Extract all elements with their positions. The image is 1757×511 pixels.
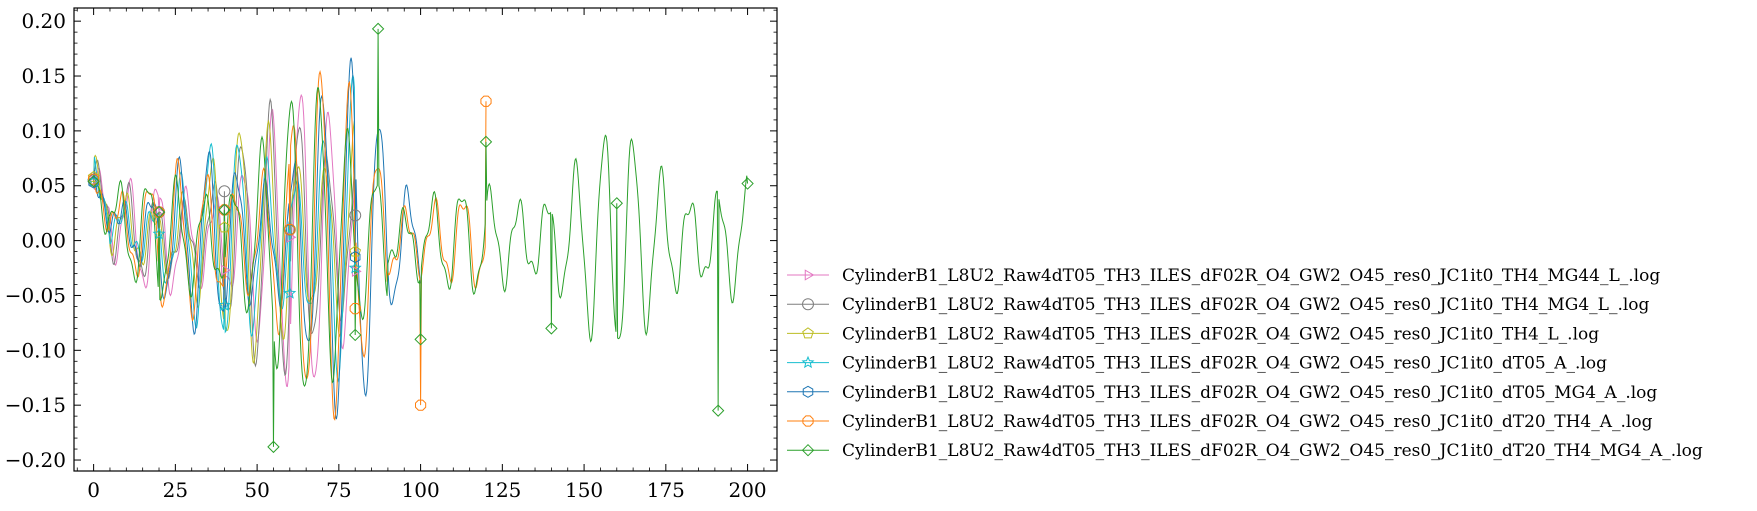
series-3-marker [349,245,362,257]
series-7-marker [371,22,385,36]
series-line-5 [93,57,422,420]
series-2-marker [349,209,362,222]
y-tick-label: 0.05 [21,174,66,198]
legend-entry-7: CylinderB1_L8U2_Raw4dT05_TH3_ILES_dF02R_… [787,441,1703,461]
series-4-marker [217,298,231,311]
series-layer [93,28,749,447]
series-7-marker [545,322,558,335]
series-2-marker [218,185,231,198]
y-tick-label: −0.20 [5,448,66,472]
series-7-marker [741,177,754,190]
legend-marker [804,269,815,281]
legend-marker [802,415,814,427]
legend-label: CylinderB1_L8U2_Raw4dT05_TH3_ILES_dF02R_… [842,324,1599,344]
x-tick-label: 50 [244,478,269,502]
legend-label: CylinderB1_L8U2_Raw4dT05_TH3_ILES_dF02R_… [842,266,1660,286]
x-tick-label: 200 [728,478,766,502]
series-7-marker [267,440,280,454]
series-7-marker [711,404,725,417]
legend-marker [801,355,815,369]
series-7-marker [87,175,100,188]
legend-entry-6: CylinderB1_L8U2_Raw4dT05_TH3_ILES_dF02R_… [787,412,1653,432]
series-5-marker [349,250,361,264]
legend-entry-5: CylinderB1_L8U2_Raw4dT05_TH3_ILES_dF02R_… [787,383,1657,403]
series-7-marker [218,203,231,217]
series-6-marker [349,303,361,315]
legend-entry-2: CylinderB1_L8U2_Raw4dT05_TH3_ILES_dF02R_… [787,295,1650,315]
series-line-7 [93,28,749,447]
series-7-marker [479,135,493,149]
legend-entry-4: CylinderB1_L8U2_Raw4dT05_TH3_ILES_dF02R_… [787,354,1607,374]
series-3-marker [87,170,100,182]
series-7-marker [348,328,362,342]
series-1-marker [155,206,166,218]
series-1-marker [221,264,231,276]
x-tick-label: 125 [483,478,521,502]
y-tick-label: 0.20 [21,9,66,33]
series-3-marker [218,221,231,233]
series-4-marker [283,286,297,299]
series-line-2 [93,97,356,377]
legend-label: CylinderB1_L8U2_Raw4dT05_TH3_ILES_dF02R_… [842,412,1653,432]
series-6-marker [415,399,427,411]
legend: CylinderB1_L8U2_Raw4dT05_TH3_ILES_dF02R_… [787,266,1703,461]
x-tick-label: 150 [565,478,603,502]
y-tick-label: −0.10 [5,338,66,362]
x-tick-label: 100 [402,478,440,502]
legend-label: CylinderB1_L8U2_Raw4dT05_TH3_ILES_dF02R_… [842,383,1657,403]
x-tick-label: 175 [647,478,685,502]
x-tick-label: 25 [163,478,188,502]
legend-marker [802,298,814,311]
y-tick-label: 0.15 [21,64,66,88]
series-7-marker [152,205,166,219]
y-tick-label: 0.10 [21,119,66,143]
y-tick-label: −0.05 [5,283,66,307]
series-4-marker [152,227,166,240]
series-7-marker [610,197,623,210]
legend-marker [801,443,815,457]
legend-marker [802,327,814,339]
series-6-marker [88,173,100,185]
plot-frame [73,7,778,472]
axis-layer: 0 25 50 75 100 125 150 175 200 −0.20 −0.15 −0.10 −0.… [5,8,777,502]
x-tick-label: 75 [326,478,351,502]
series-7-marker [414,333,427,346]
y-tick-label: 0.00 [21,229,66,253]
legend-entry-3: CylinderB1_L8U2_Raw4dT05_TH3_ILES_dF02R_… [787,324,1599,344]
marker-layer [87,22,754,454]
series-6-marker [284,224,296,236]
legend-marker [802,385,814,398]
legend-label: CylinderB1_L8U2_Raw4dT05_TH3_ILES_dF02R_… [842,441,1703,461]
legend-label: CylinderB1_L8U2_Raw4dT05_TH3_ILES_dF02R_… [842,295,1650,315]
legend-entry-1: CylinderB1_L8U2_Raw4dT05_TH3_ILES_dF02R_… [787,266,1660,286]
series-6-marker [480,95,492,107]
legend-label: CylinderB1_L8U2_Raw4dT05_TH3_ILES_dF02R_… [842,354,1607,374]
y-tick-label: −0.15 [5,393,66,417]
x-tick-label: 0 [87,478,100,502]
series-4-marker [348,261,362,274]
